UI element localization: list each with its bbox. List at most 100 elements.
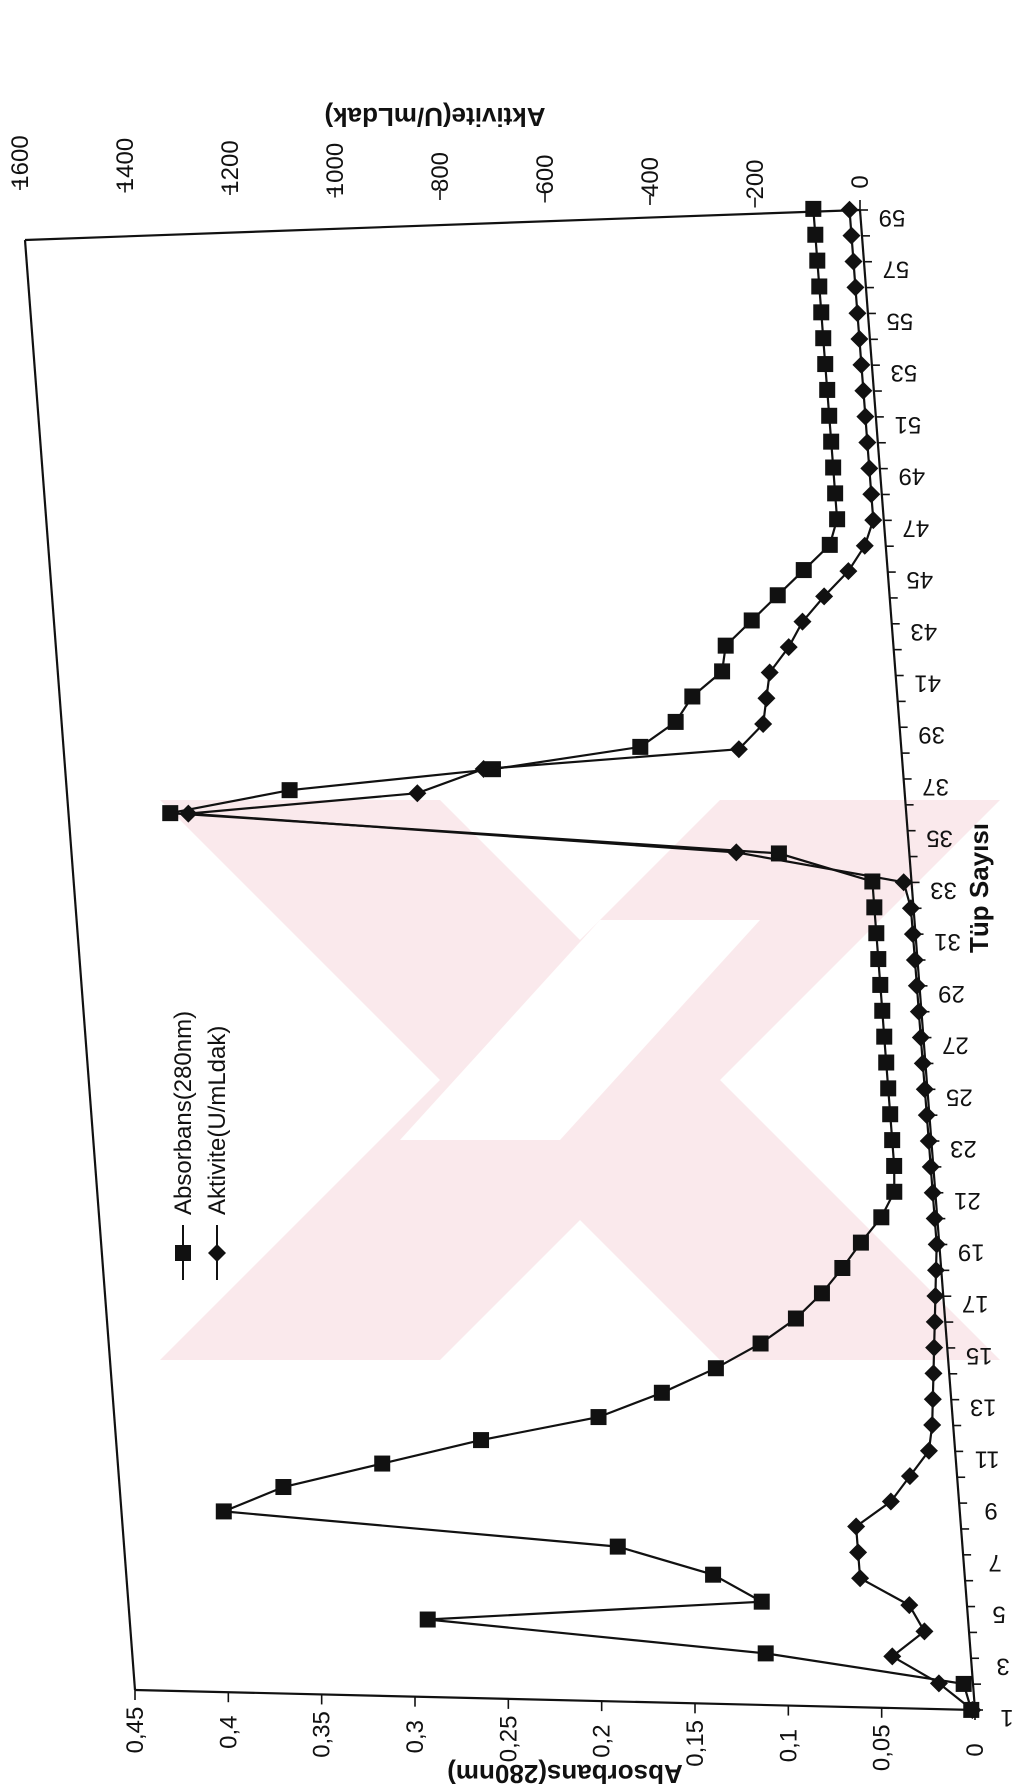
right-tick-label: 400 [637, 157, 664, 197]
data-point-square [873, 1209, 890, 1226]
data-point-diamond [911, 1028, 930, 1047]
x-tick-label: 19 [958, 1238, 985, 1265]
data-point-square [819, 381, 836, 398]
x-tick-label: 35 [926, 825, 953, 852]
data-point-square [870, 951, 887, 968]
data-point-diamond [852, 355, 871, 374]
data-point-diamond [854, 381, 873, 400]
data-point-square [609, 1538, 626, 1555]
right-tick-label: 1000 [322, 143, 349, 196]
x-tick-label: 27 [942, 1032, 969, 1059]
data-point-diamond [849, 1543, 868, 1562]
left-tick-label: 0,1 [775, 1729, 802, 1762]
data-point-square [717, 637, 734, 654]
left-tick-label: 0,2 [589, 1724, 616, 1757]
data-point-diamond [179, 804, 198, 823]
data-point-square [829, 511, 846, 528]
x-tick-label: 9 [984, 1497, 997, 1524]
data-point-square [590, 1409, 607, 1426]
data-point-diamond [919, 1131, 938, 1150]
left-axis-ticks: 0 0,05 0,1 0,15 0,2 0,25 0,3 0,35 0,4 0,45 [122, 1690, 989, 1771]
data-point-square [752, 1335, 769, 1352]
legend-marker-diamond [208, 1244, 226, 1262]
data-point-diamond [900, 1596, 919, 1615]
x-tick-label: 45 [906, 566, 933, 593]
plot-area: 0 0,05 0,1 0,15 0,2 0,25 0,3 0,35 0,4 0,45 0 200 40… [7, 135, 1014, 1771]
data-point-diamond [925, 1209, 944, 1228]
data-point-diamond [901, 899, 920, 918]
x-tick-label: 39 [918, 721, 945, 748]
data-point-diamond [779, 638, 798, 657]
x-tick-label: 53 [891, 359, 918, 386]
data-point-square [707, 1360, 724, 1377]
data-point-square [667, 713, 684, 730]
data-point-square [684, 688, 701, 705]
data-point-square [632, 738, 649, 755]
data-point-square [815, 330, 832, 347]
data-point-square [374, 1455, 391, 1472]
data-point-diamond [923, 1183, 942, 1202]
data-point-diamond [921, 1157, 940, 1176]
left-tick-label: 0,45 [122, 1707, 149, 1754]
data-point-square [811, 278, 828, 295]
x-tick-label: 7 [988, 1549, 1001, 1576]
left-tick-label: 0,3 [402, 1720, 429, 1753]
data-point-square [770, 845, 787, 862]
data-point-square [868, 925, 885, 942]
data-point-square [787, 1310, 804, 1327]
data-point-square [813, 304, 830, 321]
legend-item-aktivite: Aktivite(U/mLdak) [204, 1026, 231, 1280]
data-point-square [757, 1645, 774, 1662]
data-point-diamond [927, 1235, 946, 1254]
data-point-diamond [727, 843, 746, 862]
data-point-square [876, 1028, 893, 1045]
data-point-square [823, 433, 840, 450]
right-y-axis-title: Aktivite(U/mLdak) [324, 102, 545, 132]
data-point-square [882, 1106, 899, 1123]
data-point-square [827, 485, 844, 502]
data-point-diamond [757, 689, 776, 708]
data-point-diamond [850, 330, 869, 349]
data-point-diamond [754, 714, 773, 733]
data-point-diamond [815, 587, 834, 606]
right-y-axis-line [24, 208, 861, 242]
data-point-square [821, 407, 838, 424]
legend-label-aktivite: Aktivite(U/mLdak) [204, 1026, 231, 1215]
x-tick-label: 13 [970, 1394, 997, 1421]
data-point-square [834, 1259, 851, 1276]
legend-marker-square [175, 1245, 191, 1261]
data-point-diamond [915, 1622, 934, 1641]
data-point-diamond [474, 759, 493, 778]
x-tick-label: 43 [910, 618, 937, 645]
x-tick-label: 37 [922, 773, 949, 800]
data-point-square [714, 663, 731, 680]
data-point-square [769, 587, 786, 604]
x-tick-label: 5 [992, 1601, 1005, 1628]
right-tick-label: 1200 [217, 140, 244, 193]
data-point-diamond [408, 784, 427, 803]
data-point-diamond [894, 873, 913, 892]
data-point-square [743, 612, 760, 629]
left-tick-label: 0 [962, 1743, 989, 1756]
legend-item-absorbans: Absorbans(280nm) [170, 1011, 197, 1280]
data-point-square [753, 1593, 770, 1610]
left-tick-label: 0,05 [869, 1724, 896, 1771]
x-tick-label: 25 [946, 1083, 973, 1110]
x-tick-label: 23 [950, 1135, 977, 1162]
data-point-square [653, 1384, 670, 1401]
data-point-diamond [842, 226, 861, 245]
x-tick-label: 41 [914, 670, 941, 697]
left-y-axis-line [134, 1688, 976, 1712]
data-point-diamond [839, 562, 858, 581]
data-point-diamond [929, 1674, 948, 1693]
left-y-axis-title: Absorbans(280nm) [447, 1759, 683, 1789]
data-point-diamond [907, 976, 926, 995]
data-point-square [886, 1157, 903, 1174]
data-point-diamond [926, 1287, 945, 1306]
data-point-square [880, 1080, 897, 1097]
data-point-diamond [923, 1390, 942, 1409]
data-point-diamond [846, 278, 865, 297]
data-point-diamond [858, 433, 877, 452]
x-axis-ticks: 1357911131517192123252729313335373941434… [860, 204, 1014, 1731]
data-point-square [795, 562, 812, 579]
